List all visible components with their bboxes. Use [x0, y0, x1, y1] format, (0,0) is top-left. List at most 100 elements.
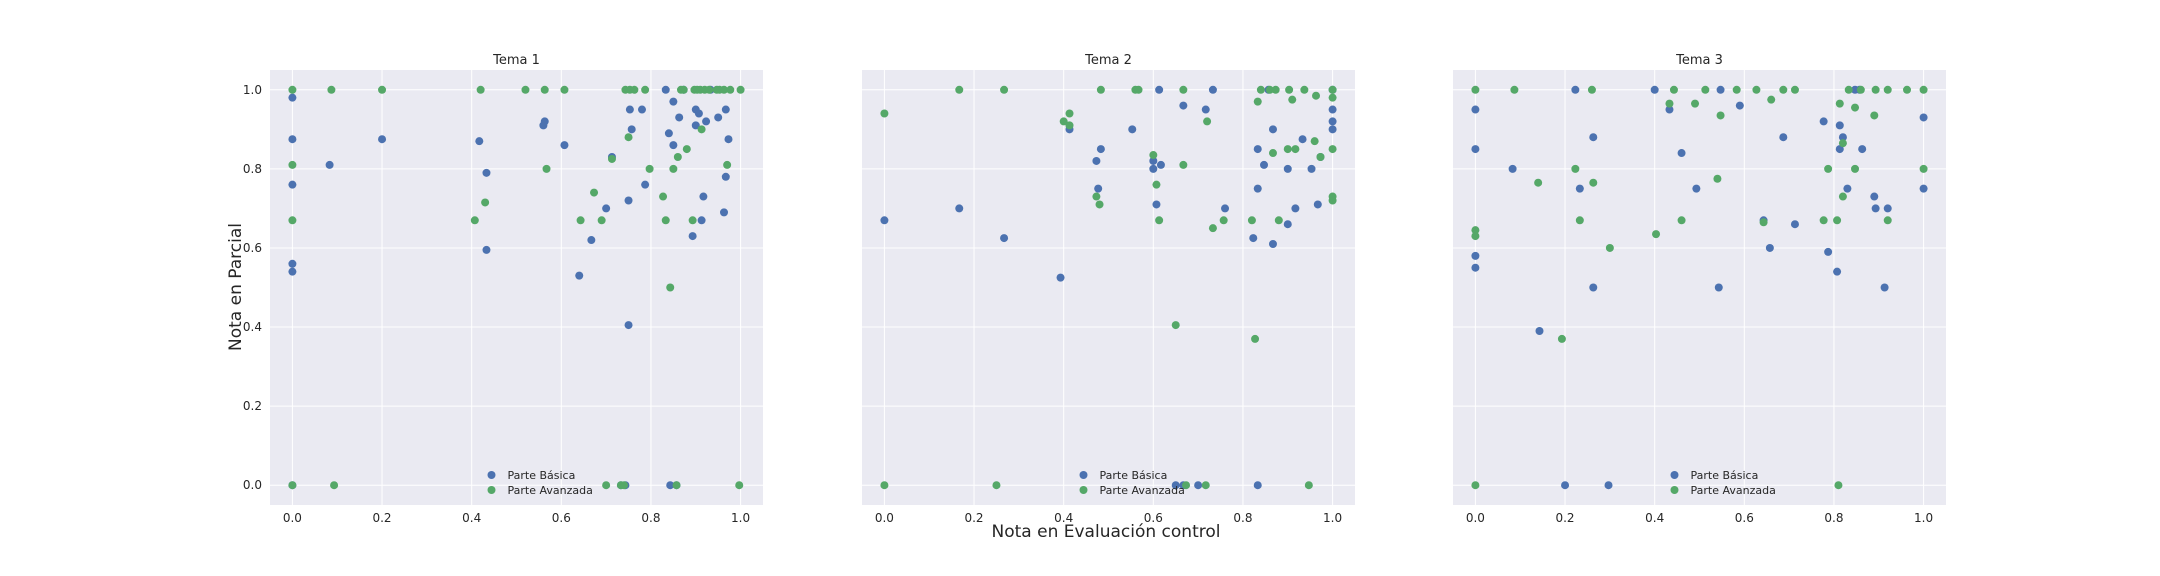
point-parte-basica: [1253, 145, 1262, 154]
point-parte-avanzada: [659, 192, 668, 201]
point-parte-avanzada: [673, 153, 682, 161]
point-parte-basica: [1152, 200, 1161, 209]
subplot-2: 0.0 0.2 0.4 0.6 0.8 1.0 Tema 2 Parte Básica Part…: [862, 53, 1355, 525]
subplot-panels: 0.0 0.2 0.4 0.6 0.8 1.0 0.0 0.2 0.4 0.6 0.8 1.0 Tema…: [243, 53, 1946, 525]
point-parte-avanzada: [288, 85, 297, 94]
point-parte-basica: [378, 135, 387, 144]
point-parte-avanzada: [542, 164, 551, 173]
point-parte-avanzada: [1575, 216, 1584, 225]
point-parte-basica: [1260, 160, 1269, 169]
subplot-title: Tema 3: [1675, 53, 1723, 68]
point-parte-avanzada: [624, 133, 633, 142]
x-tick-label: 0.0: [875, 511, 894, 525]
point-parte-basica: [1221, 204, 1230, 213]
point-parte-basica: [721, 105, 730, 114]
point-parte-avanzada: [1833, 216, 1842, 225]
point-parte-basica: [625, 105, 634, 114]
point-parte-basica: [1575, 184, 1584, 193]
point-parte-avanzada: [1665, 99, 1674, 108]
point-parte-avanzada: [672, 481, 681, 490]
x-tick-label: 0.6: [1735, 511, 1754, 525]
point-parte-avanzada: [1752, 85, 1761, 94]
point-parte-avanzada: [1732, 85, 1741, 94]
point-parte-avanzada: [1285, 85, 1294, 94]
point-parte-avanzada: [288, 216, 297, 225]
legend-marker: [487, 471, 496, 479]
legend-label: Parte Avanzada: [508, 484, 593, 497]
point-parte-avanzada: [1779, 85, 1788, 94]
point-parte-avanzada: [1288, 95, 1297, 104]
point-parte-avanzada: [1767, 95, 1776, 104]
point-parte-avanzada: [1000, 85, 1009, 94]
point-parte-basica: [1096, 145, 1105, 154]
point-parte-basica: [288, 259, 297, 268]
point-parte-avanzada: [641, 85, 650, 94]
point-parte-avanzada: [1677, 216, 1686, 225]
point-parte-basica: [1000, 234, 1009, 243]
point-parte-basica: [1835, 145, 1844, 154]
x-tick-label: 1.0: [1914, 511, 1933, 525]
point-parte-basica: [669, 141, 678, 150]
point-parte-avanzada: [1065, 121, 1074, 130]
point-parte-avanzada: [1274, 216, 1283, 225]
point-parte-avanzada: [1835, 99, 1844, 108]
x-tick-label: 0.8: [1824, 511, 1843, 525]
point-parte-basica: [1291, 204, 1300, 213]
point-parte-basica: [1471, 263, 1480, 272]
point-parte-avanzada: [1471, 232, 1480, 241]
point-parte-basica: [1535, 327, 1544, 335]
point-parte-basica: [880, 216, 889, 225]
point-parte-basica: [1298, 135, 1307, 144]
point-parte-avanzada: [1871, 85, 1880, 94]
point-parte-basica: [699, 192, 708, 201]
point-parte-basica: [1307, 164, 1316, 173]
point-parte-basica: [1790, 220, 1799, 229]
point-parte-avanzada: [1149, 151, 1158, 160]
point-parte-avanzada: [723, 160, 732, 169]
point-parte-avanzada: [607, 154, 616, 163]
point-parte-basica: [1253, 184, 1262, 193]
point-parte-basica: [288, 135, 297, 144]
point-parte-basica: [1765, 243, 1774, 252]
point-parte-basica: [1471, 105, 1480, 114]
point-parte-basica: [1824, 247, 1833, 256]
point-parte-avanzada: [1701, 85, 1710, 94]
point-parte-avanzada: [880, 481, 889, 490]
point-parte-avanzada: [697, 125, 706, 134]
point-parte-avanzada: [1208, 224, 1217, 233]
point-parte-basica: [1650, 85, 1659, 94]
point-parte-avanzada: [992, 481, 1001, 490]
point-parte-avanzada: [1883, 85, 1892, 94]
point-parte-basica: [1471, 251, 1480, 260]
x-tick-label: 1.0: [731, 511, 750, 525]
point-parte-avanzada: [1834, 481, 1843, 490]
point-parte-avanzada: [1328, 85, 1337, 94]
point-parte-avanzada: [1179, 160, 1188, 169]
point-parte-avanzada: [1134, 85, 1143, 94]
point-parte-avanzada: [1256, 85, 1265, 94]
point-parte-avanzada: [1203, 117, 1212, 126]
point-parte-basica: [1880, 283, 1889, 292]
point-parte-avanzada: [1251, 334, 1260, 343]
point-parte-avanzada: [630, 85, 639, 94]
point-parte-avanzada: [1471, 481, 1480, 490]
legend-marker: [1670, 486, 1679, 494]
point-parte-avanzada: [1919, 164, 1928, 173]
point-parte-basica: [1328, 105, 1337, 114]
point-parte-avanzada: [1587, 85, 1596, 94]
point-parte-basica: [325, 160, 334, 169]
point-parte-avanzada: [1856, 85, 1865, 94]
point-parte-basica: [1714, 283, 1723, 292]
point-parte-basica: [697, 216, 706, 225]
point-parte-avanzada: [590, 188, 599, 197]
point-parte-avanzada: [705, 85, 714, 94]
point-parte-avanzada: [1838, 192, 1847, 201]
point-parte-basica: [1571, 85, 1580, 94]
point-parte-avanzada: [1851, 103, 1860, 112]
point-parte-basica: [1843, 184, 1852, 193]
point-parte-basica: [1838, 133, 1847, 142]
point-parte-avanzada: [666, 283, 675, 292]
point-parte-avanzada: [1870, 111, 1879, 120]
legend-label: Parte Básica: [508, 469, 576, 482]
point-parte-avanzada: [1471, 85, 1480, 94]
